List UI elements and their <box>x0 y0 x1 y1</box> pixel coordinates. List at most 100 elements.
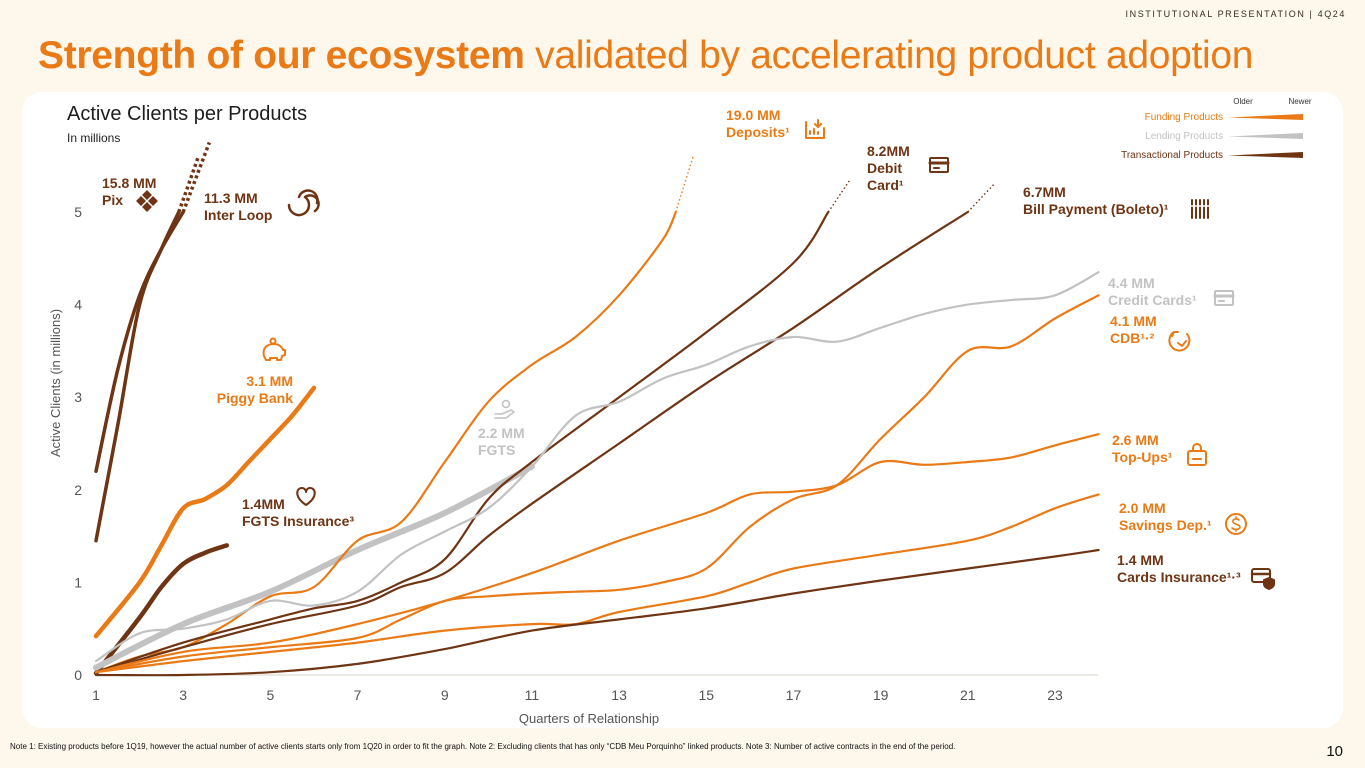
piggy-bank-icon-shape <box>262 343 286 361</box>
series-data-label: 2.0 MM <box>1119 500 1166 516</box>
x-tick-label: 15 <box>698 687 714 703</box>
y-tick-label: 3 <box>74 389 82 405</box>
barcode-icon <box>1189 199 1211 219</box>
series-data-label: 1.4 MM <box>1117 552 1164 568</box>
series-line <box>94 210 969 674</box>
title-rest: validated by accelerating product adopti… <box>524 34 1254 77</box>
chart-panel <box>22 92 1343 728</box>
series-data-label: Piggy Bank <box>217 390 293 406</box>
series-data-label: 4.1 MM <box>1110 313 1157 329</box>
card-icon <box>928 157 950 173</box>
title-bold: Strength of our ecosystem <box>38 34 525 77</box>
piggy-bank-icon <box>262 337 286 361</box>
presentation-tag: INSTITUTIONAL PRESENTATION | 4Q24 <box>1125 9 1346 19</box>
series-data-label: FGTS <box>478 442 515 458</box>
card-shield-icon <box>1250 568 1275 590</box>
legend-swatch <box>1228 152 1303 158</box>
x-tick-label: 7 <box>354 687 362 703</box>
pix-icon-shape <box>142 202 152 212</box>
series-data-label: 4.4 MM <box>1108 275 1155 291</box>
series-continuation <box>181 141 211 213</box>
series-data-label: FGTS Insurance³ <box>242 513 354 529</box>
chart-title: Active Clients per Products <box>67 103 308 125</box>
series-line <box>94 548 1100 677</box>
series-line <box>93 385 317 639</box>
bag-icon-body <box>1187 450 1207 466</box>
deposit-icon-bars <box>809 128 819 135</box>
x-tick-label: 5 <box>266 687 274 703</box>
series-line <box>94 271 1100 663</box>
series-data-label: Pix <box>102 192 123 208</box>
series-line <box>94 210 185 474</box>
pix-icon-shape <box>148 196 158 206</box>
series-line <box>94 210 181 543</box>
series-line <box>93 463 535 671</box>
series-line <box>93 543 230 676</box>
series-data-label: Top-Ups¹ <box>1112 449 1173 465</box>
page-number: 10 <box>1326 743 1343 760</box>
y-tick-label: 5 <box>74 204 82 220</box>
legend-swatch <box>1228 114 1303 120</box>
loop-icon <box>287 189 320 217</box>
piggy-bank-icon-coin <box>269 337 277 345</box>
card-icon-body <box>929 157 949 173</box>
series-line <box>94 433 1100 674</box>
series-line <box>94 493 1100 674</box>
series-data-label: Deposits¹ <box>726 124 790 140</box>
series-data-label: 19.0 MM <box>726 107 780 123</box>
dollar-coin-icon <box>1225 513 1247 535</box>
series-data-label: CDB¹·² <box>1110 330 1155 346</box>
pix-icon-shape <box>142 190 152 200</box>
series-continuation <box>177 155 201 213</box>
credit-card-icon <box>1213 290 1235 306</box>
card-shield-icon-shield <box>1263 577 1275 590</box>
bag-icon-handle <box>1192 443 1202 452</box>
credit-card-icon-body <box>1214 290 1234 306</box>
x-tick-label: 9 <box>441 687 449 703</box>
series-data-label: Bill Payment (Boleto)¹ <box>1023 201 1169 217</box>
series-data-label: Debit <box>867 160 902 176</box>
hand-coin-icon-coin <box>501 399 511 409</box>
series-data-label: Cards Insurance¹·³ <box>1117 569 1241 585</box>
x-axis-title: Quarters of Relationship <box>519 711 659 726</box>
series-data-label: Inter Loop <box>204 207 272 223</box>
dollar-coin-icon-circle <box>1225 513 1247 535</box>
series-data-label: 15.8 MM <box>102 175 156 191</box>
x-tick-label: 11 <box>525 687 540 703</box>
series-continuation <box>827 179 851 213</box>
x-tick-label: 23 <box>1047 687 1063 703</box>
y-tick-label: 4 <box>74 297 82 313</box>
loop-icon-shape <box>287 194 320 217</box>
series-line <box>94 294 1100 674</box>
series-data-label: 11.3 MM <box>204 190 258 206</box>
legend-item-label: Transactional Products <box>1121 150 1223 161</box>
cdb-icon-shape <box>1168 331 1191 352</box>
hand-coin-icon-shape <box>494 409 515 419</box>
hand-coin-icon <box>494 399 515 419</box>
cdb-icon-check <box>1177 340 1187 347</box>
legend-newer-label: Newer <box>1288 97 1311 106</box>
series-data-label: 2.2 MM <box>478 425 525 441</box>
x-tick-label: 1 <box>92 687 100 703</box>
series-line <box>94 210 830 674</box>
series-continuation <box>675 156 694 213</box>
series-data-label: Card¹ <box>867 177 904 193</box>
pix-icon-shape <box>136 196 146 206</box>
series-line <box>94 210 677 674</box>
x-tick-label: 3 <box>179 687 187 703</box>
y-tick-label: 1 <box>74 574 82 590</box>
deposit-icon-shape <box>805 121 825 139</box>
series-data-label: 8.2MM <box>867 143 910 159</box>
x-tick-label: 21 <box>960 687 976 703</box>
deposit-icon-arrow <box>814 119 822 128</box>
legend-older-label: Older <box>1233 97 1253 106</box>
y-tick-label: 2 <box>74 482 82 498</box>
page-title: Strength of our ecosystem validated by a… <box>38 30 1254 82</box>
y-tick-label: 0 <box>74 667 82 683</box>
pix-icon <box>136 190 158 212</box>
series-continuation <box>967 183 995 213</box>
series-data-label: Credit Cards¹ <box>1108 292 1197 308</box>
legend-swatch <box>1228 133 1303 139</box>
heart-icon-shape <box>296 487 316 506</box>
